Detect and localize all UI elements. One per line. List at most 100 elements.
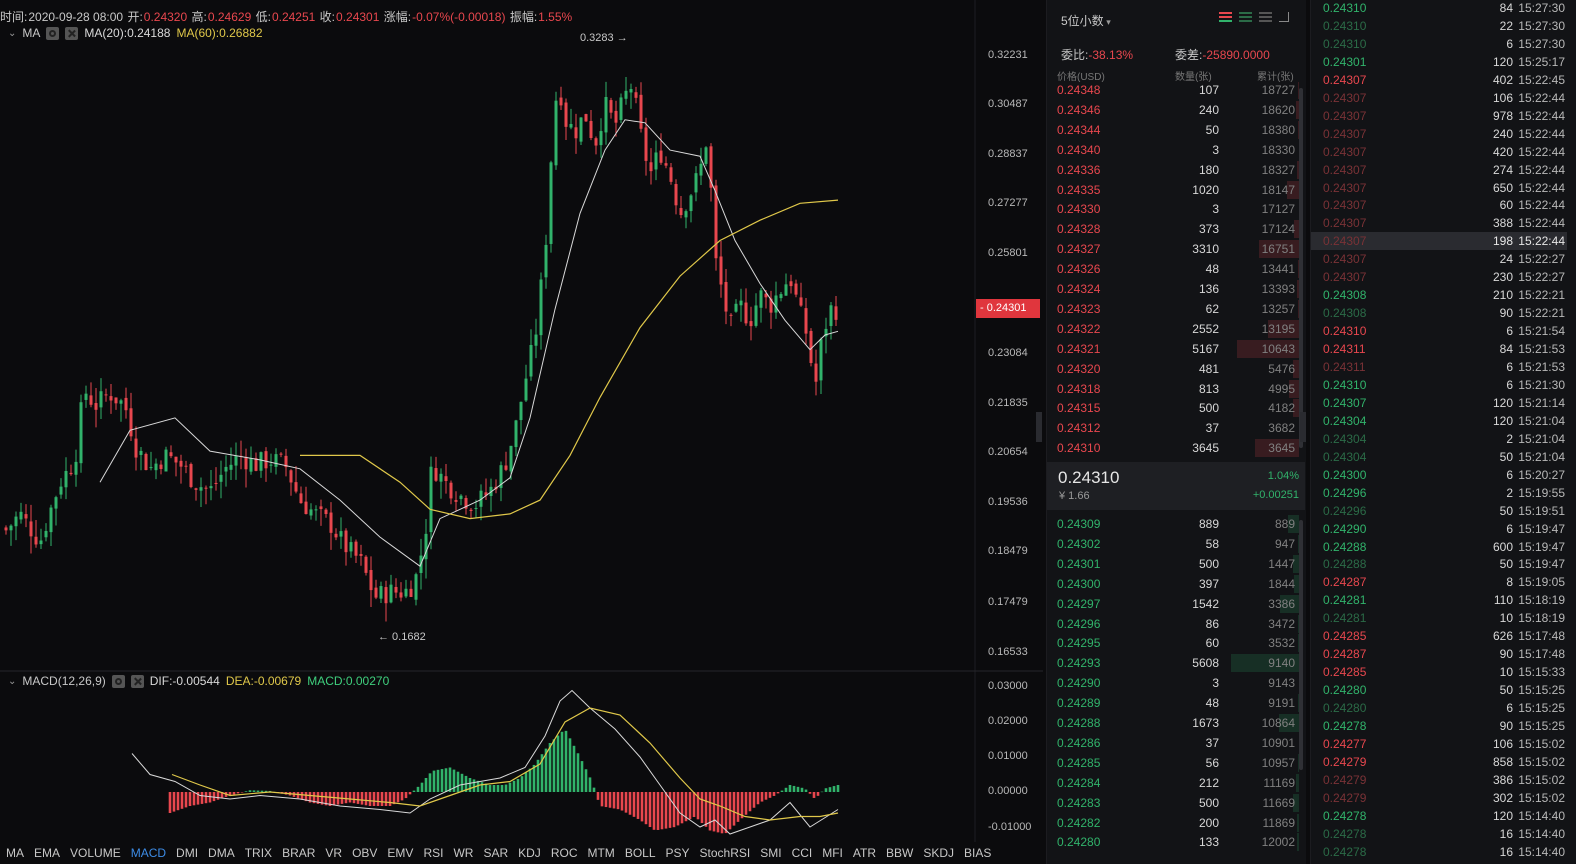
bid-row[interactable]: 0.24296 86 3472 <box>1047 614 1299 634</box>
collapse-handle-right[interactable] <box>1300 412 1306 442</box>
ask-row[interactable]: 0.24348 107 18727 <box>1047 82 1299 100</box>
trade-row[interactable]: 0.24279 302 15:15:02 <box>1311 789 1567 807</box>
trade-row[interactable]: 0.24307 274 15:22:44 <box>1311 161 1567 179</box>
trade-row[interactable]: 0.24278 90 15:15:25 <box>1311 717 1567 735</box>
trade-row[interactable]: 0.24301 120 15:25:17 <box>1311 53 1567 71</box>
bid-row[interactable]: 0.24290 3 9143 <box>1047 673 1299 693</box>
trade-row[interactable]: 0.24304 2 15:21:04 <box>1311 430 1567 448</box>
tab-boll[interactable]: BOLL <box>624 846 656 860</box>
tab-wr[interactable]: WR <box>453 846 474 860</box>
trade-row[interactable]: 0.24310 6 15:21:54 <box>1311 322 1567 340</box>
ask-row[interactable]: 0.24318 813 4995 <box>1047 379 1299 399</box>
trade-row[interactable]: 0.24304 50 15:21:04 <box>1311 448 1567 466</box>
ask-row[interactable]: 0.24326 48 13441 <box>1047 259 1299 279</box>
tab-cci[interactable]: CCI <box>791 846 813 860</box>
trade-row[interactable]: 0.24300 6 15:20:27 <box>1311 466 1567 484</box>
tab-sar[interactable]: SAR <box>483 846 509 860</box>
trade-row[interactable]: 0.24310 6 15:21:30 <box>1311 376 1567 394</box>
decimals-dropdown[interactable]: 5位小数 <box>1061 12 1111 29</box>
trade-row[interactable]: 0.24310 84 15:27:30 <box>1311 0 1567 17</box>
trade-row[interactable]: 0.24308 210 15:22:21 <box>1311 286 1567 304</box>
tab-volume[interactable]: VOLUME <box>70 846 121 860</box>
bid-row[interactable]: 0.24288 1673 10864 <box>1047 713 1299 733</box>
trade-row[interactable]: 0.24280 50 15:15:25 <box>1311 681 1567 699</box>
bid-row[interactable]: 0.24282 200 11869 <box>1047 813 1299 833</box>
trade-row[interactable]: 0.24311 6 15:21:53 <box>1311 358 1567 376</box>
tab-skdj[interactable]: SKDJ <box>923 846 955 860</box>
view-asks-icon[interactable] <box>1259 12 1272 24</box>
bid-row[interactable]: 0.24293 5608 9140 <box>1047 653 1299 673</box>
trade-row[interactable]: 0.24307 106 15:22:44 <box>1311 89 1567 107</box>
ask-row[interactable]: 0.24312 37 3682 <box>1047 418 1299 438</box>
tab-roc[interactable]: ROC <box>550 846 578 860</box>
ask-row[interactable]: 0.24320 481 5476 <box>1047 359 1299 379</box>
trade-row[interactable]: 0.24296 50 15:19:51 <box>1311 502 1567 520</box>
ask-row[interactable]: 0.24335 1020 18147 <box>1047 180 1299 200</box>
trade-row[interactable]: 0.24288 600 15:19:47 <box>1311 538 1567 556</box>
ask-row[interactable]: 0.24336 180 18327 <box>1047 160 1299 180</box>
bid-row[interactable]: 0.24300 397 1844 <box>1047 574 1299 594</box>
ask-row[interactable]: 0.24323 62 13257 <box>1047 299 1299 319</box>
trade-row[interactable]: 0.24310 6 15:27:30 <box>1311 35 1567 53</box>
tab-bias[interactable]: BIAS <box>964 846 992 860</box>
bid-row[interactable]: 0.24283 500 11669 <box>1047 793 1299 813</box>
trade-row[interactable]: 0.24287 90 15:17:48 <box>1311 645 1567 663</box>
trade-row[interactable]: 0.24296 2 15:19:55 <box>1311 484 1567 502</box>
trade-row[interactable]: 0.24307 388 15:22:44 <box>1311 214 1567 232</box>
ask-row[interactable]: 0.24324 136 13393 <box>1047 279 1299 299</box>
view-bids-icon[interactable] <box>1239 12 1252 24</box>
asks-scrollbar[interactable] <box>1299 88 1303 448</box>
trade-row[interactable]: 0.24277 106 15:15:02 <box>1311 735 1567 753</box>
tab-atr[interactable]: ATR <box>852 846 877 860</box>
trade-row[interactable]: 0.24281 110 15:18:19 <box>1311 591 1567 609</box>
trade-row[interactable]: 0.24290 6 15:19:47 <box>1311 520 1567 538</box>
tab-macd[interactable]: MACD <box>130 846 167 860</box>
tab-dma[interactable]: DMA <box>208 846 235 860</box>
trade-row[interactable]: 0.24280 6 15:15:25 <box>1311 699 1567 717</box>
ask-row[interactable]: 0.24346 240 18620 <box>1047 100 1299 120</box>
close-icon[interactable] <box>65 26 79 40</box>
trade-row[interactable]: 0.24278 16 15:14:40 <box>1311 843 1567 861</box>
trade-row[interactable]: 0.24307 402 15:22:45 <box>1311 71 1567 89</box>
ask-row[interactable]: 0.24310 3645 3645 <box>1047 438 1299 458</box>
trade-row[interactable]: 0.24304 120 15:21:04 <box>1311 412 1567 430</box>
collapse-chevron-icon[interactable]: ⌄ <box>8 675 17 687</box>
bid-row[interactable]: 0.24289 48 9191 <box>1047 693 1299 713</box>
tab-vr[interactable]: VR <box>325 846 343 860</box>
expand-icon[interactable] <box>1279 12 1289 22</box>
trade-row[interactable]: 0.24278 120 15:14:40 <box>1311 807 1567 825</box>
bid-row[interactable]: 0.24302 58 947 <box>1047 534 1299 554</box>
tab-smi[interactable]: SMI <box>760 846 782 860</box>
trade-row[interactable]: 0.24311 84 15:21:53 <box>1311 340 1567 358</box>
chart-area[interactable]: 时间:2020-09-28 08:00 开:0.24320 高:0.24629 … <box>0 0 1043 864</box>
bid-row[interactable]: 0.24297 1542 3386 <box>1047 594 1299 614</box>
tab-bbw[interactable]: BBW <box>886 846 914 860</box>
trade-row[interactable]: 0.24307 420 15:22:44 <box>1311 143 1567 161</box>
tab-psy[interactable]: PSY <box>665 846 690 860</box>
tab-rsi[interactable]: RSI <box>423 846 444 860</box>
tab-stochrsi[interactable]: StochRSI <box>699 846 751 860</box>
candlestick-chart[interactable] <box>0 0 1043 842</box>
ask-row[interactable]: 0.24322 2552 13195 <box>1047 319 1299 339</box>
tab-dmi[interactable]: DMI <box>176 846 199 860</box>
settings-gear-icon[interactable] <box>46 26 60 40</box>
tab-emv[interactable]: EMV <box>387 846 414 860</box>
tab-trix[interactable]: TRIX <box>244 846 273 860</box>
trade-row[interactable]: 0.24308 90 15:22:21 <box>1311 304 1567 322</box>
trade-row[interactable]: 0.24278 16 15:14:40 <box>1311 825 1567 843</box>
ask-row[interactable]: 0.24327 3310 16751 <box>1047 239 1299 259</box>
ask-row[interactable]: 0.24315 500 4182 <box>1047 398 1299 418</box>
ask-row[interactable]: 0.24344 50 18380 <box>1047 120 1299 140</box>
ask-row[interactable]: 0.24340 3 18330 <box>1047 140 1299 160</box>
ask-row[interactable]: 0.24328 373 17124 <box>1047 219 1299 239</box>
tab-ema[interactable]: EMA <box>34 846 61 860</box>
bid-row[interactable]: 0.24280 133 12002 <box>1047 832 1299 852</box>
tab-obv[interactable]: OBV <box>352 846 378 860</box>
ask-row[interactable]: 0.24330 3 17127 <box>1047 199 1299 219</box>
trade-row[interactable]: 0.24307 24 15:22:27 <box>1311 250 1567 268</box>
trade-row[interactable]: 0.24288 50 15:19:47 <box>1311 555 1567 573</box>
trade-row[interactable]: 0.24307 60 15:22:44 <box>1311 196 1567 214</box>
bid-row[interactable]: 0.24286 37 10901 <box>1047 733 1299 753</box>
bid-row[interactable]: 0.24295 60 3532 <box>1047 633 1299 653</box>
trade-row[interactable]: 0.24279 858 15:15:02 <box>1311 753 1567 771</box>
